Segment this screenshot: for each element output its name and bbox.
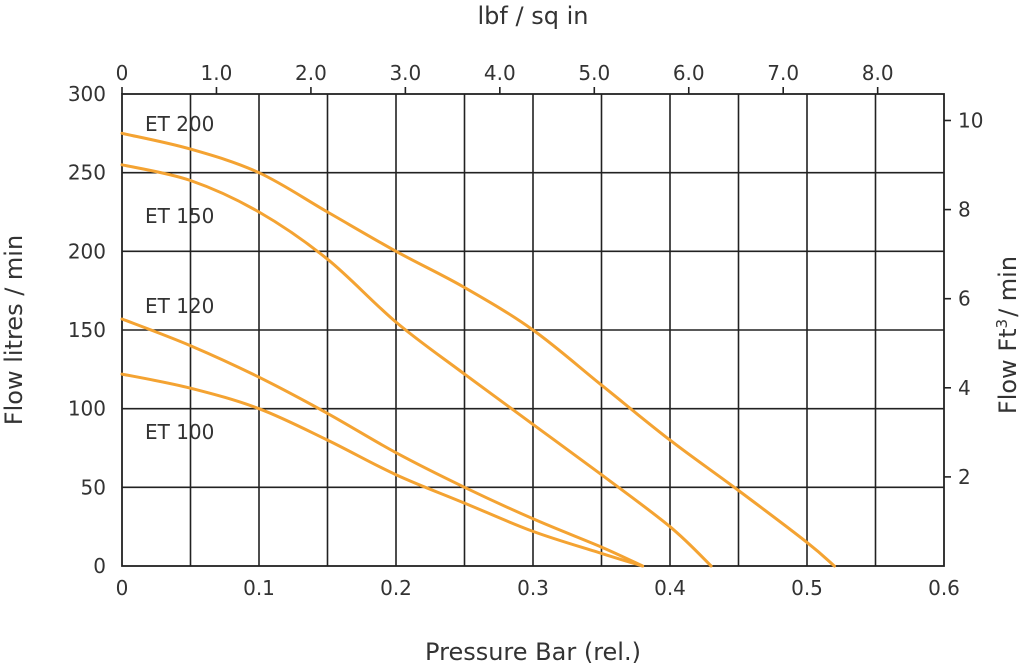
right-tick-label: 10 xyxy=(958,108,983,132)
top-axis-title: lbf / sq in xyxy=(478,2,589,30)
x-tick-label: 0 xyxy=(116,576,129,600)
y-tick-label: 100 xyxy=(68,397,106,421)
x-tick-label: 0.3 xyxy=(517,576,549,600)
top-tick-label: 3.0 xyxy=(389,61,421,85)
top-tick-label: 7.0 xyxy=(767,61,799,85)
x-tick-label: 0.1 xyxy=(243,576,275,600)
series-label-2: ET 150 xyxy=(145,204,214,228)
series-curves xyxy=(120,131,836,568)
plot-frame xyxy=(121,93,945,567)
right-axis-title-main: Flow Ft xyxy=(994,328,1022,414)
series-line-1 xyxy=(120,131,836,568)
series-line-2 xyxy=(120,163,713,568)
x-tick-label: 0.5 xyxy=(791,576,823,600)
x-tick-label: 0.6 xyxy=(928,576,960,600)
y-tick-label: 150 xyxy=(68,318,106,342)
right-axis-title-superscript: 3 xyxy=(993,319,1011,329)
x-tick-labels: 0 0.1 0.2 0.3 0.4 0.5 0.6 xyxy=(116,576,960,600)
y-tick-label: 300 xyxy=(68,82,106,106)
y-tick-label: 0 xyxy=(93,554,106,578)
grid xyxy=(121,87,951,566)
series-line-4 xyxy=(120,372,645,568)
right-axis-title: Flow Ft3 / min xyxy=(993,256,1022,414)
right-tick-labels: 2 4 6 8 10 xyxy=(958,108,983,488)
right-tick-label: 6 xyxy=(958,287,971,311)
y-axis-title: Flow litres / min xyxy=(0,235,28,425)
y-tick-label: 250 xyxy=(68,161,106,185)
y-tick-label: 200 xyxy=(68,239,106,263)
x-axis-title: Pressure Bar (rel.) xyxy=(425,638,641,666)
right-tick-label: 4 xyxy=(958,376,971,400)
series-label-3: ET 120 xyxy=(145,294,214,318)
top-tick-label: 5.0 xyxy=(578,61,610,85)
y-tick-label: 50 xyxy=(81,475,106,499)
top-tick-label: 2.0 xyxy=(295,61,327,85)
right-tick-label: 2 xyxy=(958,465,971,489)
top-tick-label: 0 xyxy=(116,61,129,85)
top-tick-label: 1.0 xyxy=(201,61,233,85)
x-tick-label: 0.4 xyxy=(654,576,686,600)
right-axis-title-tail: / min xyxy=(994,256,1022,317)
series-label-4: ET 100 xyxy=(145,420,214,444)
series-labels: ET 200 ET 150 ET 120 ET 100 xyxy=(145,112,214,444)
x-tick-label: 0.2 xyxy=(380,576,412,600)
series-line-3 xyxy=(120,317,645,568)
top-tick-label: 4.0 xyxy=(484,61,516,85)
right-tick-label: 8 xyxy=(958,198,971,222)
series-label-1: ET 200 xyxy=(145,112,214,136)
top-tick-label: 6.0 xyxy=(673,61,705,85)
top-tick-label: 8.0 xyxy=(862,61,894,85)
top-tick-labels: 0 1.0 2.0 3.0 4.0 5.0 6.0 7.0 8.0 xyxy=(116,61,894,85)
y-tick-labels: 0 50 100 150 200 250 300 xyxy=(68,82,106,578)
